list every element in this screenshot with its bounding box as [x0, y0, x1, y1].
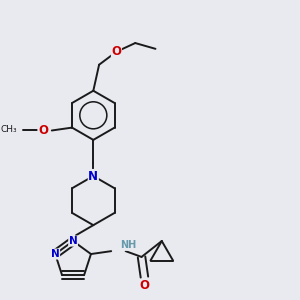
Text: N: N — [88, 169, 98, 182]
Text: NH: NH — [120, 240, 136, 250]
Text: CH₃: CH₃ — [1, 124, 17, 134]
Text: O: O — [140, 279, 149, 292]
Text: O: O — [38, 124, 48, 137]
Text: N: N — [69, 236, 77, 246]
Text: O: O — [111, 45, 122, 58]
Text: N: N — [51, 249, 60, 259]
